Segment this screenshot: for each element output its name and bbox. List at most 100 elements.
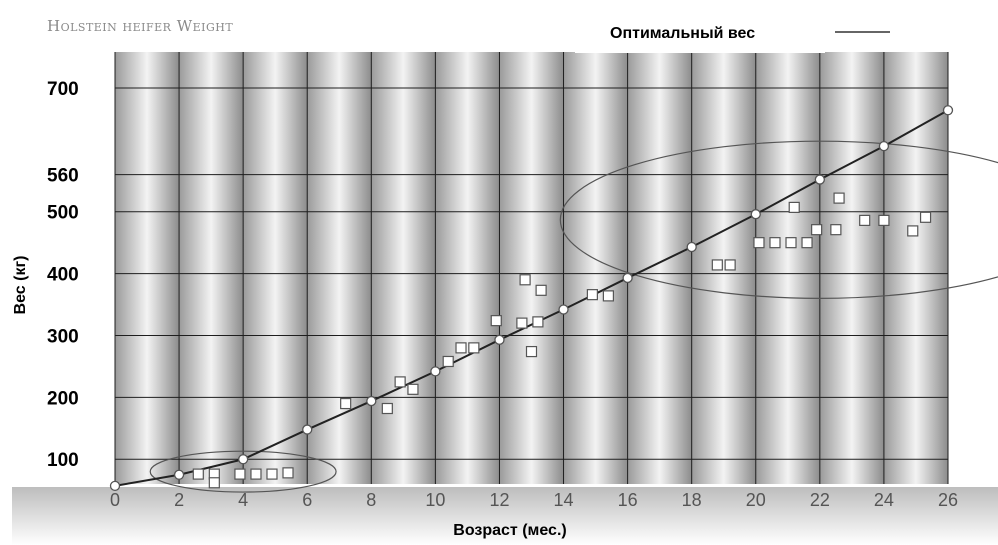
y-tick-label: 560 [47,166,79,187]
background-stripe [819,52,884,484]
line-point [494,334,505,345]
grouping-ellipse [559,140,998,299]
scatter-point [516,317,528,329]
line-points-group [109,105,954,492]
background-stripe [627,52,692,484]
x-tick-label: 10 [425,490,445,510]
x-tick-label: 26 [938,490,958,510]
x-tick-label: 8 [366,490,376,510]
scatter-point [381,402,393,415]
bottom-shade [12,487,998,545]
scatter-point [801,237,813,249]
line-point [302,424,313,435]
scatter-point [859,214,871,226]
legend-label: Оптимальный вес [610,25,755,42]
line-point [622,272,633,284]
scatter-point [907,225,919,237]
series-line [114,109,949,487]
line-point [686,241,697,253]
line-point [173,469,185,480]
grouping-ellipse [149,450,337,493]
scatter-point [788,201,800,213]
y-tick-label: 700 [47,79,79,100]
line-point [814,174,825,185]
scatter-points-group [192,192,932,489]
background-stripe [307,52,372,484]
scatter-point [192,468,204,480]
scatter-point [830,224,842,236]
scatter-point [234,468,246,480]
x-tick-label: 2 [174,490,184,510]
chart-title: Holstein heifer Weight [47,17,233,35]
x-axis-label: Возраст (мес.) [453,522,566,539]
line-point [430,366,441,377]
x-tick-label: 6 [302,490,312,510]
background-stripe [179,52,244,484]
scatter-point [525,345,538,358]
x-tick-label: 20 [746,490,766,510]
scatter-point [724,259,736,271]
y-tick-label: 100 [47,450,79,471]
x-tick-label: 0 [110,490,120,510]
ellipses-group [149,140,998,493]
background-stripe [243,52,308,484]
scatter-point [208,477,220,489]
x-axis-ticks: 0 2 4 6 8 10 12 14 16 18 20 22 24 26 [110,490,958,510]
y-tick-label: 500 [47,203,79,224]
plot-background [12,52,998,545]
scatter-point [711,259,723,271]
scatter-point [919,211,932,223]
y-tick-label: 400 [47,265,79,286]
background-stripe [115,52,180,484]
line-point [366,395,377,407]
scatter-point [753,237,765,249]
line-point [109,480,121,492]
scatter-point [878,214,890,226]
x-tick-label: 4 [238,490,248,510]
x-tick-label: 18 [682,490,702,510]
legend-box [575,15,825,53]
scatter-point [586,289,598,301]
scatter-point [532,316,544,328]
scatter-point [455,342,467,354]
x-tick-label: 14 [554,490,574,510]
scatter-point [833,192,845,204]
scatter-point [407,383,419,395]
x-tick-label: 16 [618,490,638,510]
vertical-gridlines [114,52,949,484]
scatter-point [250,468,262,480]
y-axis-label: Вес (кг) [12,256,29,315]
y-tick-label: 200 [47,388,79,409]
x-tick-label: 22 [810,490,830,510]
background-stripe [883,52,948,484]
legend: Оптимальный вес [575,15,890,53]
line-point [878,140,890,152]
scatter-point [785,237,797,249]
line-point [238,454,249,465]
y-tick-label: 300 [47,326,79,347]
optimal-weight-series [114,109,949,487]
scatter-point [811,224,823,236]
scatter-point [519,274,531,286]
background-stripe [755,52,820,484]
scatter-point [490,315,502,327]
scatter-point [468,342,480,354]
horizontal-gridlines [115,87,948,460]
scatter-point [602,290,614,302]
line-point [750,209,761,220]
scatter-point [535,284,547,296]
scatter-point [769,237,781,249]
scatter-point [340,397,352,410]
x-tick-label: 24 [874,490,894,510]
scatter-point [282,467,294,479]
background-stripe [499,52,564,484]
background-stripe [691,52,756,484]
line-point [558,304,569,315]
x-tick-label: 12 [489,490,509,510]
background-stripe [371,52,436,484]
y-axis-ticks: 100 200 300 400 500 560 700 [47,79,79,471]
scatter-point [266,468,278,480]
background-stripe [435,52,500,484]
scatter-point [394,376,406,388]
